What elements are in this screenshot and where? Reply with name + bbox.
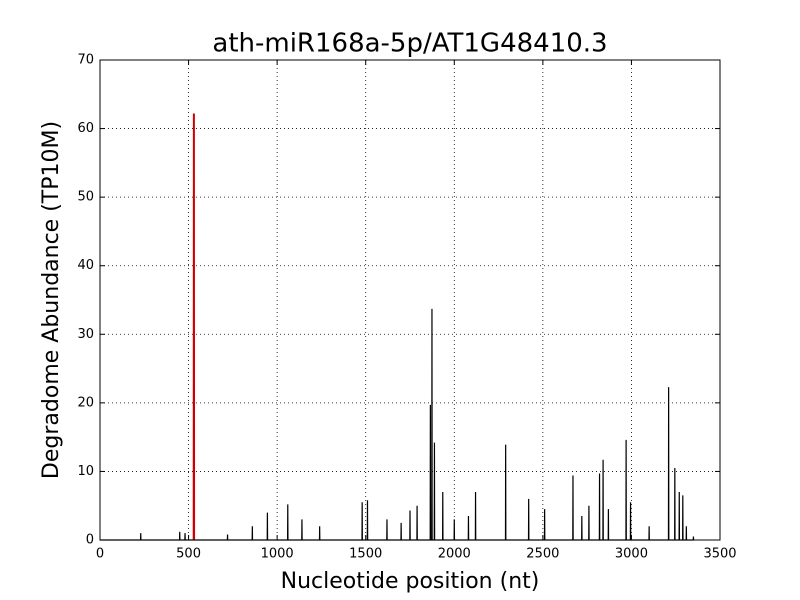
x-tick-label: 3000 [615,547,648,562]
data-line [100,308,695,541]
y-tick-label: 10 [77,464,94,479]
x-tick-label: 500 [176,547,201,562]
y-axis-label: Degradome Abundance (TP10M) [39,121,64,479]
x-tick-label: 2500 [526,547,559,562]
x-tick-label: 1500 [349,547,382,562]
chart-title: ath-miR168a-5p/AT1G48410.3 [212,29,607,59]
x-tick-label: 2000 [438,547,471,562]
plot-frame [99,59,721,541]
y-tick-label: 30 [77,327,94,342]
y-tick-label: 70 [77,53,94,68]
y-tick-label: 20 [77,395,94,410]
y-tick-label: 60 [77,121,94,136]
y-tick-label: 0 [86,533,94,548]
x-tick-label: 1000 [261,547,294,562]
x-tick-label: 3500 [703,547,736,562]
x-axis-label: Nucleotide position (nt) [281,569,540,594]
y-tick-label: 50 [77,190,94,205]
y-tick-label: 40 [77,258,94,273]
x-tick-label: 0 [96,547,104,562]
